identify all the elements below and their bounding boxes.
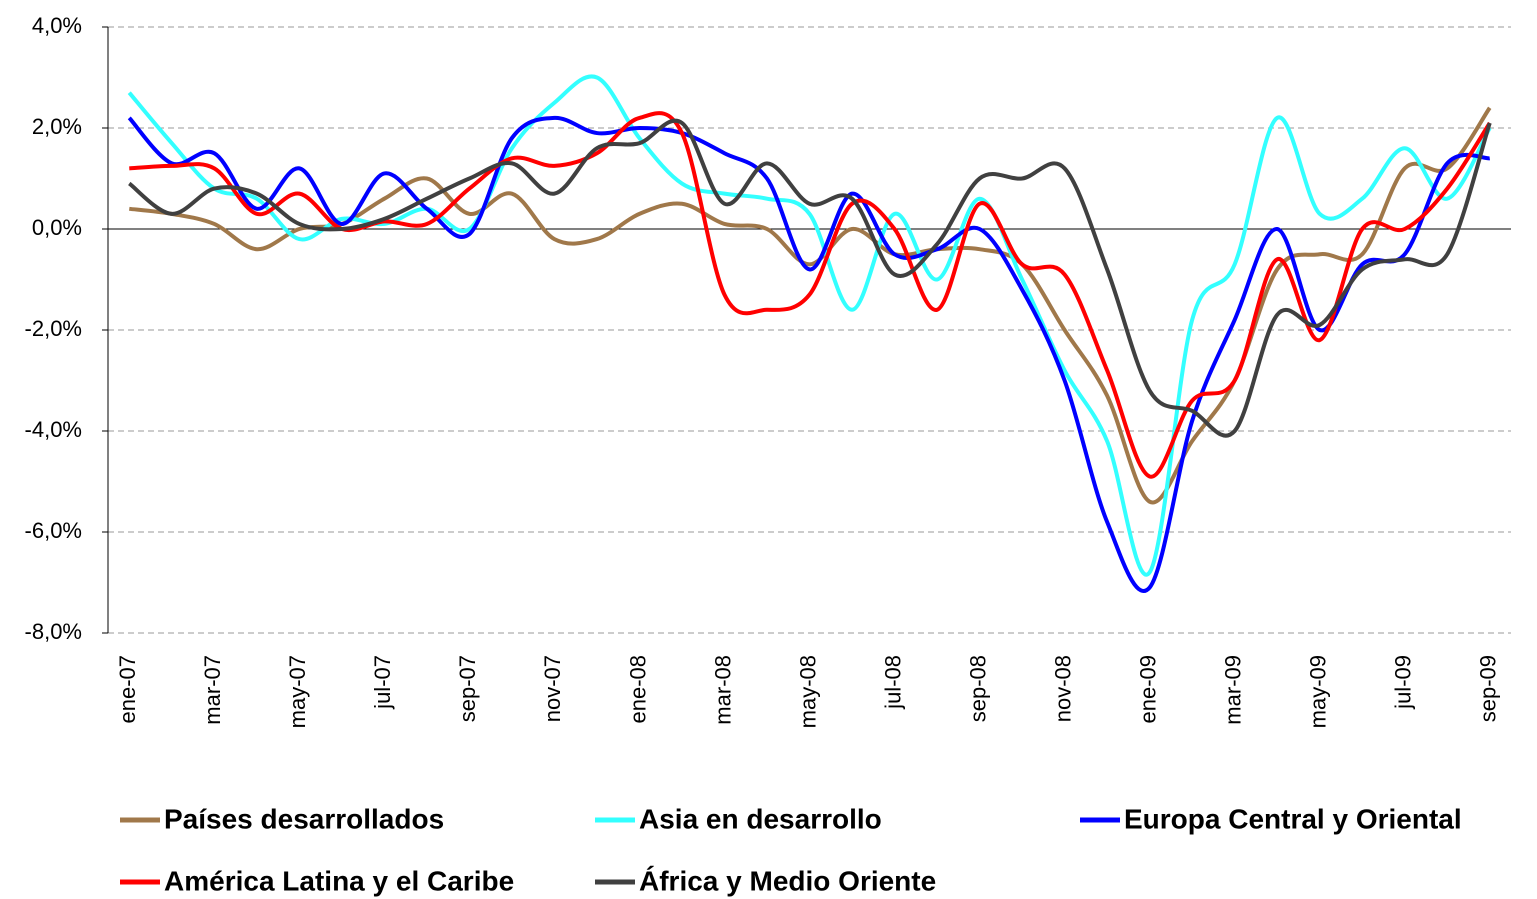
x-tick-label: sep-09 <box>1476 655 1501 722</box>
x-tick-label: ene-08 <box>625 655 650 724</box>
series-line <box>127 115 1490 593</box>
x-tick-label: mar-09 <box>1220 655 1245 725</box>
legend-label: Asia en desarrollo <box>639 803 882 834</box>
series-line <box>127 74 1492 577</box>
x-tick-label: may-09 <box>1305 655 1330 728</box>
x-tick-label: nov-07 <box>540 655 565 722</box>
x-tick-label: ene-09 <box>1135 655 1160 724</box>
legend-label: Europa Central y Oriental <box>1124 803 1462 834</box>
series-line <box>129 106 1492 505</box>
x-tick-label: jul-08 <box>880 655 905 710</box>
y-tick-label: 4,0% <box>32 13 82 38</box>
x-tick-label: may-08 <box>795 655 820 728</box>
y-tick-label: -6,0% <box>25 518 82 543</box>
series-line <box>128 118 1492 438</box>
x-tick-label: nov-08 <box>1050 655 1075 722</box>
x-tick-label: sep-08 <box>965 655 990 722</box>
y-tick-label: -8,0% <box>25 619 82 644</box>
x-tick-label: mar-08 <box>710 655 735 725</box>
x-tick-label: jul-09 <box>1391 655 1416 710</box>
y-tick-label: 0,0% <box>32 215 82 240</box>
x-tick-label: jul-07 <box>370 655 395 710</box>
x-tick-label: may-07 <box>285 655 310 728</box>
series-line <box>129 111 1492 479</box>
legend-label: África y Medio Oriente <box>639 865 936 896</box>
y-tick-label: 2,0% <box>32 114 82 139</box>
x-tick-label: sep-07 <box>455 655 480 722</box>
y-tick-label: -4,0% <box>25 417 82 442</box>
x-tick-label: ene-07 <box>115 655 140 724</box>
y-tick-label: -2,0% <box>25 316 82 341</box>
x-tick-label: mar-07 <box>200 655 225 725</box>
legend-label: Países desarrollados <box>164 803 444 834</box>
legend-label: América Latina y el Caribe <box>164 865 514 896</box>
